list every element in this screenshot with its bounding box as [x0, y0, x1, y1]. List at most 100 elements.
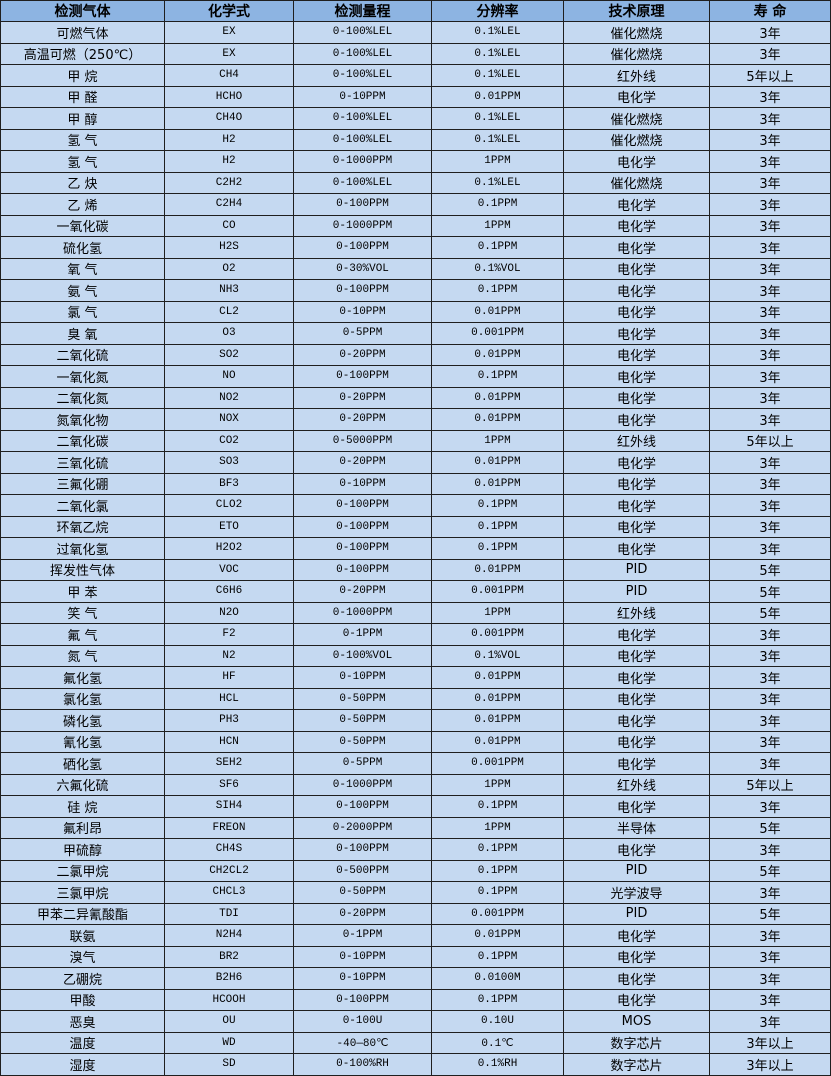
principle-cell: 电化学 — [563, 300, 710, 323]
table-row: 温度 WD -40—80℃ 0.1℃ 数字芯片 3年以上 — [0, 1031, 831, 1054]
header-range: 检测量程 — [293, 0, 432, 22]
gas-name-cell: 六氟化硫 — [0, 773, 165, 796]
range-cell: 0-50PPM — [293, 687, 432, 710]
resolution-cell: 0.1PPM — [431, 279, 564, 302]
principle-cell: 红外线 — [563, 773, 710, 796]
formula-cell: BF3 — [164, 472, 294, 495]
formula-cell: CL2 — [164, 300, 294, 323]
formula-cell: CLO2 — [164, 494, 294, 517]
header-resolution: 分辨率 — [431, 0, 564, 22]
formula-cell: VOC — [164, 558, 294, 581]
principle-cell: 电化学 — [563, 838, 710, 861]
gas-name-cell: 甲硫醇 — [0, 838, 165, 861]
resolution-cell: 0.001PPM — [431, 623, 564, 646]
lifespan-cell: 3年 — [709, 300, 831, 323]
formula-cell: NO2 — [164, 386, 294, 409]
principle-cell: 电化学 — [563, 386, 710, 409]
lifespan-cell: 5年以上 — [709, 429, 831, 452]
lifespan-cell: 3年 — [709, 472, 831, 495]
principle-cell: 红外线 — [563, 429, 710, 452]
header-gas: 检测气体 — [0, 0, 165, 22]
principle-cell: 电化学 — [563, 795, 710, 818]
resolution-cell: 0.1%VOL — [431, 644, 564, 667]
principle-cell: 电化学 — [563, 322, 710, 345]
principle-cell: 催化燃烧 — [563, 107, 710, 130]
range-cell: 0-50PPM — [293, 709, 432, 732]
formula-cell: N2 — [164, 644, 294, 667]
range-cell: 0-100PPM — [293, 558, 432, 581]
principle-cell: 电化学 — [563, 730, 710, 753]
lifespan-cell: 5年 — [709, 902, 831, 925]
formula-cell: H2 — [164, 150, 294, 173]
lifespan-cell: 3年 — [709, 257, 831, 280]
resolution-cell: 1PPM — [431, 601, 564, 624]
resolution-cell: 0.1PPM — [431, 795, 564, 818]
gas-name-cell: 二氧化氯 — [0, 494, 165, 517]
table-row: 氢 气 H2 0-100%LEL 0.1%LEL 催化燃烧 3年 — [0, 128, 831, 151]
principle-cell: 催化燃烧 — [563, 42, 710, 65]
table-row: 一氧化氮 NO 0-100PPM 0.1PPM 电化学 3年 — [0, 365, 831, 388]
gas-name-cell: 氨 气 — [0, 279, 165, 302]
table-row: 联氨 N2H4 0-1PPM 0.01PPM 电化学 3年 — [0, 924, 831, 947]
formula-cell: SD — [164, 1053, 294, 1076]
lifespan-cell: 3年 — [709, 408, 831, 431]
gas-name-cell: 硒化氢 — [0, 752, 165, 775]
gas-name-cell: 联氨 — [0, 924, 165, 947]
range-cell: 0-100U — [293, 1010, 432, 1033]
principle-cell: PID — [563, 558, 710, 581]
lifespan-cell: 5年 — [709, 859, 831, 882]
lifespan-cell: 3年 — [709, 386, 831, 409]
lifespan-cell: 5年以上 — [709, 773, 831, 796]
resolution-cell: 1PPM — [431, 773, 564, 796]
gas-name-cell: 氯化氢 — [0, 687, 165, 710]
table-row: 氮氧化物 NOX 0-20PPM 0.01PPM 电化学 3年 — [0, 408, 831, 431]
resolution-cell: 1PPM — [431, 214, 564, 237]
formula-cell: CH2CL2 — [164, 859, 294, 882]
resolution-cell: 0.1PPM — [431, 494, 564, 517]
range-cell: 0-100PPM — [293, 537, 432, 560]
resolution-cell: 0.10U — [431, 1010, 564, 1033]
lifespan-cell: 3年 — [709, 666, 831, 689]
gas-name-cell: 挥发性气体 — [0, 558, 165, 581]
formula-cell: HCN — [164, 730, 294, 753]
range-cell: 0-10PPM — [293, 300, 432, 323]
principle-cell: 催化燃烧 — [563, 171, 710, 194]
resolution-cell: 0.1PPM — [431, 838, 564, 861]
gas-name-cell: 氰化氢 — [0, 730, 165, 753]
lifespan-cell: 3年 — [709, 881, 831, 904]
formula-cell: N2O — [164, 601, 294, 624]
gas-name-cell: 氟 气 — [0, 623, 165, 646]
range-cell: 0-30%VOL — [293, 257, 432, 280]
formula-cell: NO — [164, 365, 294, 388]
range-cell: 0-5000PPM — [293, 429, 432, 452]
lifespan-cell: 3年 — [709, 343, 831, 366]
table-row: 恶臭 OU 0-100U 0.10U MOS 3年 — [0, 1010, 831, 1033]
table-row: 氟化氢 HF 0-10PPM 0.01PPM 电化学 3年 — [0, 666, 831, 689]
formula-cell: SIH4 — [164, 795, 294, 818]
principle-cell: 电化学 — [563, 666, 710, 689]
formula-cell: CH4 — [164, 64, 294, 87]
principle-cell: 电化学 — [563, 150, 710, 173]
principle-cell: 电化学 — [563, 451, 710, 474]
lifespan-cell: 3年 — [709, 171, 831, 194]
range-cell: 0-5PPM — [293, 322, 432, 345]
range-cell: 0-10PPM — [293, 85, 432, 108]
formula-cell: N2H4 — [164, 924, 294, 947]
lifespan-cell: 3年 — [709, 42, 831, 65]
range-cell: 0-100%LEL — [293, 171, 432, 194]
range-cell: 0-20PPM — [293, 580, 432, 603]
gas-name-cell: 甲酸 — [0, 988, 165, 1011]
resolution-cell: 0.1%LEL — [431, 64, 564, 87]
range-cell: 0-100%LEL — [293, 107, 432, 130]
lifespan-cell: 3年 — [709, 623, 831, 646]
range-cell: 0-500PPM — [293, 859, 432, 882]
resolution-cell: 0.01PPM — [431, 709, 564, 732]
lifespan-cell: 3年 — [709, 322, 831, 345]
resolution-cell: 0.001PPM — [431, 752, 564, 775]
resolution-cell: 0.1PPM — [431, 537, 564, 560]
gas-name-cell: 臭 氧 — [0, 322, 165, 345]
principle-cell: 电化学 — [563, 988, 710, 1011]
lifespan-cell: 3年 — [709, 494, 831, 517]
resolution-cell: 0.1PPM — [431, 365, 564, 388]
